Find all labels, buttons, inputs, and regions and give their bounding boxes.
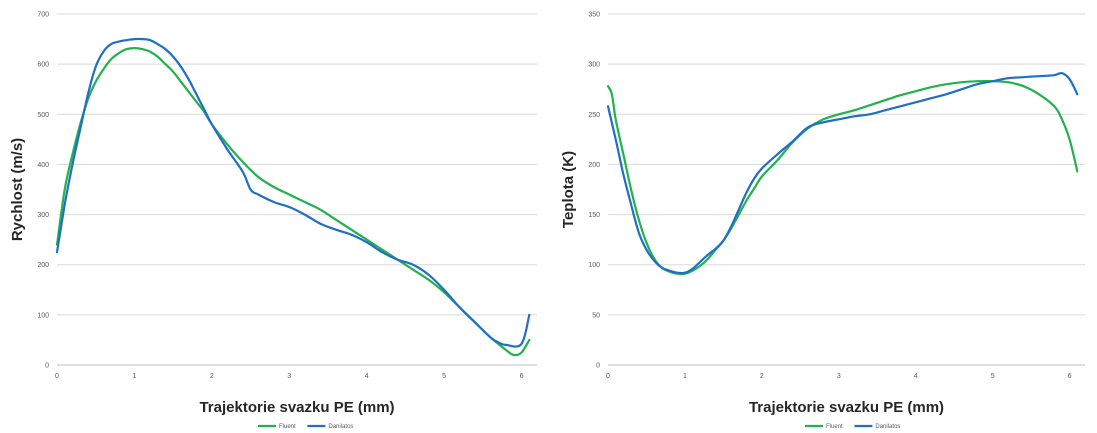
temperature-legend-label: Fluent — [826, 424, 843, 430]
velocity-x-tick-label: 2 — [210, 373, 214, 380]
velocity-y-tick-label: 700 — [37, 12, 49, 19]
temperature-y-tick-label: 200 — [588, 162, 600, 169]
temperature-y-tick-label: 300 — [588, 62, 600, 69]
temperature-x-axis-label: Trajektorie svazku PE (mm) — [749, 399, 944, 416]
velocity-y-tick-label: 600 — [37, 62, 49, 69]
velocity-y-tick-label: 0 — [45, 363, 49, 370]
temperature-y-tick-label: 150 — [588, 212, 600, 219]
temperature-y-tick-label: 50 — [592, 312, 600, 319]
velocity-x-tick-label: 6 — [520, 373, 524, 380]
velocity-y-axis-label: Rychlost (m/s) — [9, 138, 26, 241]
temperature-chart: 0 50 100 150 200 250 300 350 0 1 2 3 4 5 6 Teplota (K) T… — [560, 12, 1085, 430]
temperature-x-tick-label: 2 — [760, 373, 764, 380]
temperature-series-danilatos — [606, 71, 1079, 275]
temperature-y-tick-label: 100 — [588, 262, 600, 269]
velocity-y-tick-label: 200 — [37, 262, 49, 269]
temperature-x-tick-label: 5 — [991, 373, 995, 380]
velocity-y-tick-label: 100 — [37, 312, 49, 319]
temperature-x-tick-label: 3 — [837, 373, 841, 380]
temperature-y-tick-label: 250 — [588, 112, 600, 119]
velocity-x-tick-label: 5 — [442, 373, 446, 380]
temperature-x-tick-label: 1 — [683, 373, 687, 380]
velocity-legend-label: Danilatos — [328, 424, 353, 430]
temperature-series-fluent — [606, 79, 1079, 276]
velocity-series-fluent — [55, 47, 531, 357]
velocity-y-tick-label: 500 — [37, 112, 49, 119]
velocity-y-tick-label: 400 — [37, 162, 49, 169]
temperature-y-tick-label: 350 — [588, 12, 600, 19]
temperature-y-axis-label: Teplota (K) — [560, 151, 577, 228]
velocity-y-tick-label: 300 — [37, 212, 49, 219]
temperature-y-tick-label: 0 — [596, 363, 600, 370]
velocity-x-axis-label: Trajektorie svazku PE (mm) — [199, 399, 394, 416]
velocity-x-tick-label: 4 — [365, 373, 369, 380]
velocity-x-tick-label: 3 — [287, 373, 291, 380]
velocity-x-tick-label: 1 — [132, 373, 136, 380]
temperature-x-tick-label: 4 — [914, 373, 918, 380]
velocity-x-tick-label: 0 — [55, 373, 59, 380]
temperature-x-tick-label: 6 — [1068, 373, 1072, 380]
temperature-legend-label: Danilatos — [875, 424, 900, 430]
velocity-legend-label: Fluent — [279, 424, 296, 430]
velocity-series-danilatos — [55, 37, 531, 348]
velocity-chart: 0 100 200 300 400 500 600 700 0 1 2 3 4 5 6 Rychlost (m… — [9, 12, 537, 430]
temperature-x-tick-label: 0 — [606, 373, 610, 380]
